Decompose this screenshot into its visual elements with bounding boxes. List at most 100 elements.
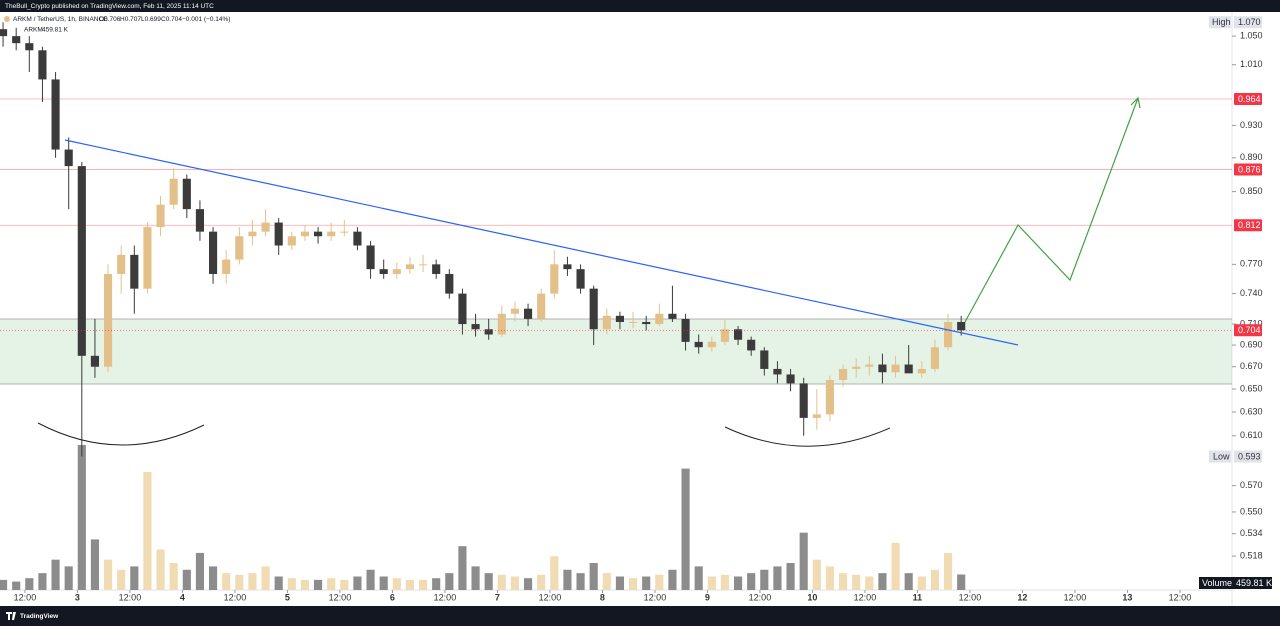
volume-bar (90, 539, 100, 590)
x-tick-label: 5 (285, 592, 290, 602)
volume-bar (550, 556, 559, 590)
volume-bar (103, 559, 113, 590)
ohlc-change: −0.001 (−0.14%) (182, 16, 230, 23)
volume-bar (943, 552, 953, 590)
x-tick-label: 12:00 (539, 592, 562, 602)
right-bottom-arc (724, 426, 891, 447)
candle-body (733, 329, 743, 340)
candle-body (261, 222, 270, 232)
candle-body (930, 347, 940, 369)
x-tick-label: 12:00 (749, 592, 772, 602)
candle-body (117, 254, 126, 274)
candle-body (852, 366, 861, 369)
low-tag-bg (1234, 450, 1262, 463)
candle-body (642, 321, 651, 325)
candle-body (418, 264, 428, 266)
candle-body (300, 231, 310, 237)
x-tick-label: 8 (600, 592, 605, 602)
high-tag-bg (1234, 16, 1262, 29)
volume-bar (733, 576, 743, 590)
candle-body (169, 178, 178, 205)
high-label: High (1212, 17, 1231, 27)
y-tick-label: 0.610 (1240, 430, 1263, 440)
volume-bar (904, 573, 913, 590)
trendline (64, 139, 1019, 346)
volume-tag-bg (1199, 577, 1272, 589)
candle-body (484, 329, 493, 335)
y-tick-label: 0.534 (1240, 528, 1263, 538)
volume-bar (852, 574, 861, 590)
candle-body (760, 350, 769, 369)
publisher-note: TheBull_Crypto published on TradingView.… (5, 3, 214, 10)
bottom-bar (0, 606, 1280, 626)
left-shoulder-arc (37, 422, 205, 446)
volume-bar (392, 578, 401, 590)
y-tick-label: 1.050 (1240, 31, 1263, 41)
support-zone (0, 319, 1232, 384)
volume-bar (799, 532, 808, 590)
ohlc-open: O0.706 (99, 16, 121, 23)
volume-bar (379, 576, 388, 590)
volume-bar (957, 574, 966, 590)
volume-bar (537, 574, 546, 590)
symbol: ARKM / TetherUS, 1h, BINANCE (13, 16, 108, 23)
x-tick-label: 12:00 (1169, 592, 1192, 602)
candle-body (432, 264, 441, 274)
candle-body (90, 355, 100, 367)
candle-body (576, 269, 585, 289)
ohlc-low: L0.699 (141, 16, 161, 23)
x-tick-label: 3 (75, 592, 80, 602)
volume-bar (628, 578, 638, 590)
ohlc-close: C0.704 (161, 16, 182, 23)
volume-bar (300, 579, 310, 590)
candle-body (392, 269, 401, 274)
volume-tag-name: Volume (1202, 578, 1232, 588)
volume-bar (707, 576, 716, 590)
volume-bar (576, 573, 585, 590)
candle-body (694, 341, 703, 348)
candle-body (615, 315, 625, 322)
volume-bar (287, 578, 296, 590)
volume-bar (432, 578, 441, 590)
candle-body (563, 264, 572, 270)
candle-body (943, 321, 953, 348)
candle-body (458, 293, 467, 325)
candle-body (957, 321, 966, 331)
volume-bar (156, 549, 165, 590)
x-tick-label: 11 (913, 592, 923, 602)
candle-body (182, 178, 191, 210)
candle-body (786, 374, 795, 384)
volume-bar (891, 542, 900, 590)
volume-bar (418, 579, 428, 590)
x-tick-label: 10 (807, 592, 817, 602)
candle-body (628, 321, 638, 323)
volume-bar (445, 573, 454, 590)
volume-bar (602, 573, 611, 590)
x-tick-label: 7 (495, 592, 500, 602)
candle-body (274, 222, 283, 246)
candle-body (12, 36, 21, 44)
candle-body (222, 259, 231, 274)
candle-body (353, 231, 362, 246)
volume-bar (786, 563, 795, 590)
candle-body (379, 269, 388, 274)
volume-bar (169, 563, 178, 590)
volume-bar (327, 578, 336, 590)
candle-body (550, 264, 559, 294)
y-tick-label: 0.570 (1240, 480, 1263, 490)
x-tick-label: 12:00 (959, 592, 982, 602)
candle-body (878, 364, 887, 373)
volume-bar (838, 573, 848, 590)
candle-body (445, 273, 454, 294)
x-tick-label: 12:00 (1064, 592, 1087, 602)
x-tick-label: 6 (390, 592, 395, 602)
candle-body (38, 50, 47, 80)
candle-body (248, 231, 257, 237)
level-tag-bg (1234, 163, 1262, 176)
candle-body (208, 231, 218, 274)
candle-body (103, 273, 113, 367)
volume-bar (248, 573, 257, 590)
y-tick-label: 0.850 (1240, 186, 1263, 196)
candle-body (510, 308, 520, 314)
